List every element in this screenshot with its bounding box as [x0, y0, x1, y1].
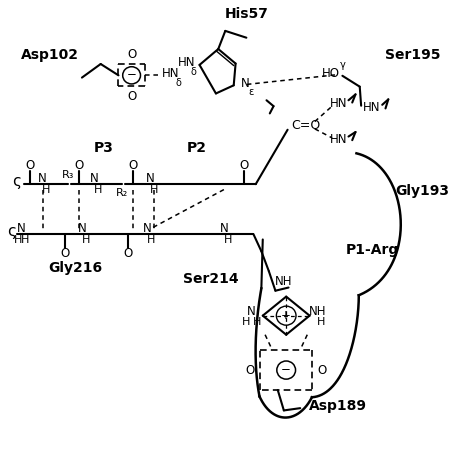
Text: HN: HN	[178, 56, 195, 69]
Text: N: N	[246, 305, 255, 318]
Text: R₃: R₃	[62, 170, 74, 180]
Text: −: −	[281, 363, 291, 376]
Text: H: H	[21, 235, 29, 245]
Text: Gly193: Gly193	[395, 184, 449, 198]
Text: N: N	[241, 78, 249, 90]
Text: O: O	[239, 159, 249, 172]
Text: O: O	[318, 364, 327, 376]
Text: N: N	[143, 222, 151, 235]
Text: −: −	[127, 68, 137, 81]
Text: +: +	[281, 309, 291, 322]
Text: HN: HN	[330, 97, 348, 110]
Text: P3: P3	[93, 141, 113, 155]
Text: H: H	[82, 235, 91, 245]
Text: H: H	[150, 185, 158, 195]
Text: N: N	[90, 172, 99, 185]
Text: H: H	[42, 185, 51, 195]
Text: ε: ε	[248, 87, 253, 97]
Text: O: O	[124, 246, 133, 260]
Text: H: H	[94, 185, 102, 195]
Text: R₂: R₂	[116, 188, 128, 198]
Text: O: O	[246, 364, 255, 376]
Text: N: N	[38, 172, 47, 185]
Text: Asp102: Asp102	[21, 48, 79, 62]
Text: δ: δ	[176, 78, 182, 88]
Text: P1-Arg: P1-Arg	[346, 243, 400, 257]
Text: N: N	[146, 172, 155, 185]
Text: O: O	[129, 159, 138, 172]
Text: ς: ς	[7, 224, 16, 239]
Text: HN: HN	[330, 133, 348, 146]
Text: O: O	[60, 246, 69, 260]
Text: NH: NH	[310, 305, 327, 318]
Text: N: N	[78, 222, 87, 235]
Text: N: N	[219, 222, 228, 235]
Text: ς: ς	[12, 174, 21, 190]
Text: δ: δ	[191, 67, 196, 77]
Text: H: H	[253, 317, 261, 327]
Text: Asp189: Asp189	[309, 399, 367, 414]
Text: Ser214: Ser214	[183, 272, 239, 286]
Text: NH: NH	[275, 275, 292, 288]
Text: O: O	[127, 48, 136, 61]
Text: H: H	[146, 235, 155, 245]
Text: HO: HO	[322, 67, 340, 79]
Text: O: O	[25, 159, 35, 172]
Text: Gly216: Gly216	[48, 261, 102, 275]
Text: N: N	[17, 222, 26, 235]
Text: HN: HN	[363, 101, 381, 114]
Text: Ser195: Ser195	[385, 48, 440, 62]
Text: P2: P2	[187, 141, 207, 155]
Text: H: H	[223, 235, 232, 245]
Text: O: O	[127, 90, 136, 103]
Text: γ: γ	[339, 60, 346, 70]
Text: H: H	[14, 235, 22, 245]
Text: H: H	[317, 317, 326, 327]
Text: His57: His57	[224, 7, 268, 21]
Text: O: O	[74, 159, 83, 172]
Text: H: H	[242, 317, 251, 327]
Text: HN: HN	[162, 67, 179, 79]
Text: C=O: C=O	[291, 119, 320, 132]
